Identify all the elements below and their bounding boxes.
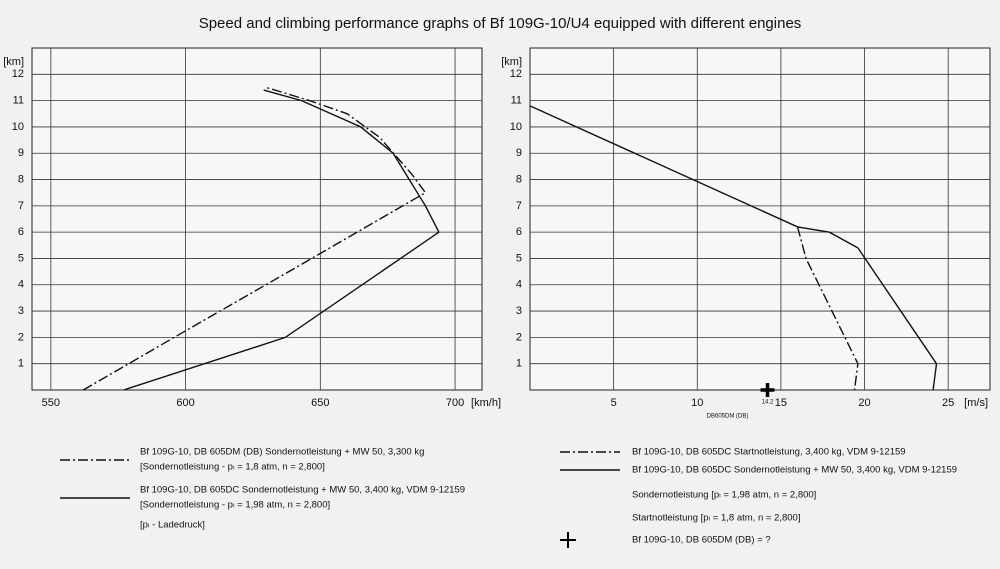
y-tick-label: 1 [516, 358, 522, 370]
y-tick-label: 6 [516, 226, 522, 238]
plot-area [31, 47, 483, 391]
x-tick-label: 10 [691, 397, 703, 409]
marker [760, 383, 775, 397]
series-line [123, 89, 440, 391]
y-tick-label: 8 [516, 173, 522, 185]
y-tick-label: 10 [510, 121, 522, 133]
y-tick-label: 5 [18, 252, 24, 264]
y-tick-label: 12 [12, 68, 24, 80]
y-tick-label: 9 [516, 147, 522, 159]
legend-label: Bf 109G-10, DB 605DC Sondernotleistung +… [140, 485, 465, 496]
y-tick-label: 8 [18, 173, 24, 185]
x-tick-label: 20 [858, 397, 870, 409]
y-tick-label: 11 [13, 95, 24, 107]
y-tick-label: 1 [18, 358, 24, 370]
y-tick-label: 12 [510, 68, 522, 80]
annotation: DB605DM (DB) [707, 414, 749, 420]
x-tick-label: 700 [446, 397, 464, 409]
y-tick-label: 3 [18, 305, 24, 317]
y-tick-label: 2 [516, 331, 522, 343]
y-axis-label: [km] [3, 56, 24, 68]
legend-label: Bf 109G-10, DB 605DC Startnotleistung, 3… [632, 447, 906, 458]
y-tick-label: 7 [18, 200, 24, 212]
series-line [82, 86, 427, 391]
legend-label: Bf 109G-10, DB 605DC Sondernotleistung +… [632, 465, 957, 476]
x-tick-label: 550 [42, 397, 60, 409]
note: Startnotleistung [pₗ = 1,8 atm, n = 2,80… [632, 513, 800, 524]
y-tick-label: 5 [516, 252, 522, 264]
y-tick-label: 9 [18, 147, 24, 159]
x-tick-label: 15 [775, 397, 787, 409]
y-tick-label: 11 [511, 95, 522, 107]
note: [pₗ - Ladedruck] [140, 520, 205, 531]
legend-label: Bf 109G-10, DB 605DM (DB) = ? [632, 535, 771, 546]
y-tick-label: 7 [516, 200, 522, 212]
y-tick-label: 3 [516, 305, 522, 317]
y-tick-label: 4 [18, 279, 24, 291]
x-tick-label: 25 [942, 397, 954, 409]
x-tick-label: 600 [176, 397, 194, 409]
note: Sondernotleistung [pₗ = 1,98 atm, n = 2,… [632, 490, 816, 501]
legend-label: Bf 109G-10, DB 605DM (DB) Sondernotleist… [140, 447, 424, 458]
legend-marker [560, 532, 576, 548]
x-axis-label: [m/s] [964, 397, 988, 409]
legend-note: [Sondernotleistung - pₗ = 1,8 atm, n = 2… [140, 462, 325, 473]
data-label: 14.2 [762, 400, 774, 406]
x-axis-label: [km/h] [471, 397, 501, 409]
plot-area [529, 47, 991, 391]
y-tick-label: 2 [18, 331, 24, 343]
series-line [529, 105, 938, 391]
series-line [796, 226, 859, 391]
x-tick-label: 650 [311, 397, 329, 409]
legend-note: [Sondernotleistung - pₗ = 1,98 atm, n = … [140, 500, 330, 511]
y-tick-label: 4 [516, 279, 522, 291]
y-axis-label: [km] [501, 56, 522, 68]
x-tick-label: 5 [611, 397, 617, 409]
chart-title: Speed and climbing performance graphs of… [199, 15, 802, 32]
y-tick-label: 10 [12, 121, 24, 133]
y-tick-label: 6 [18, 226, 24, 238]
